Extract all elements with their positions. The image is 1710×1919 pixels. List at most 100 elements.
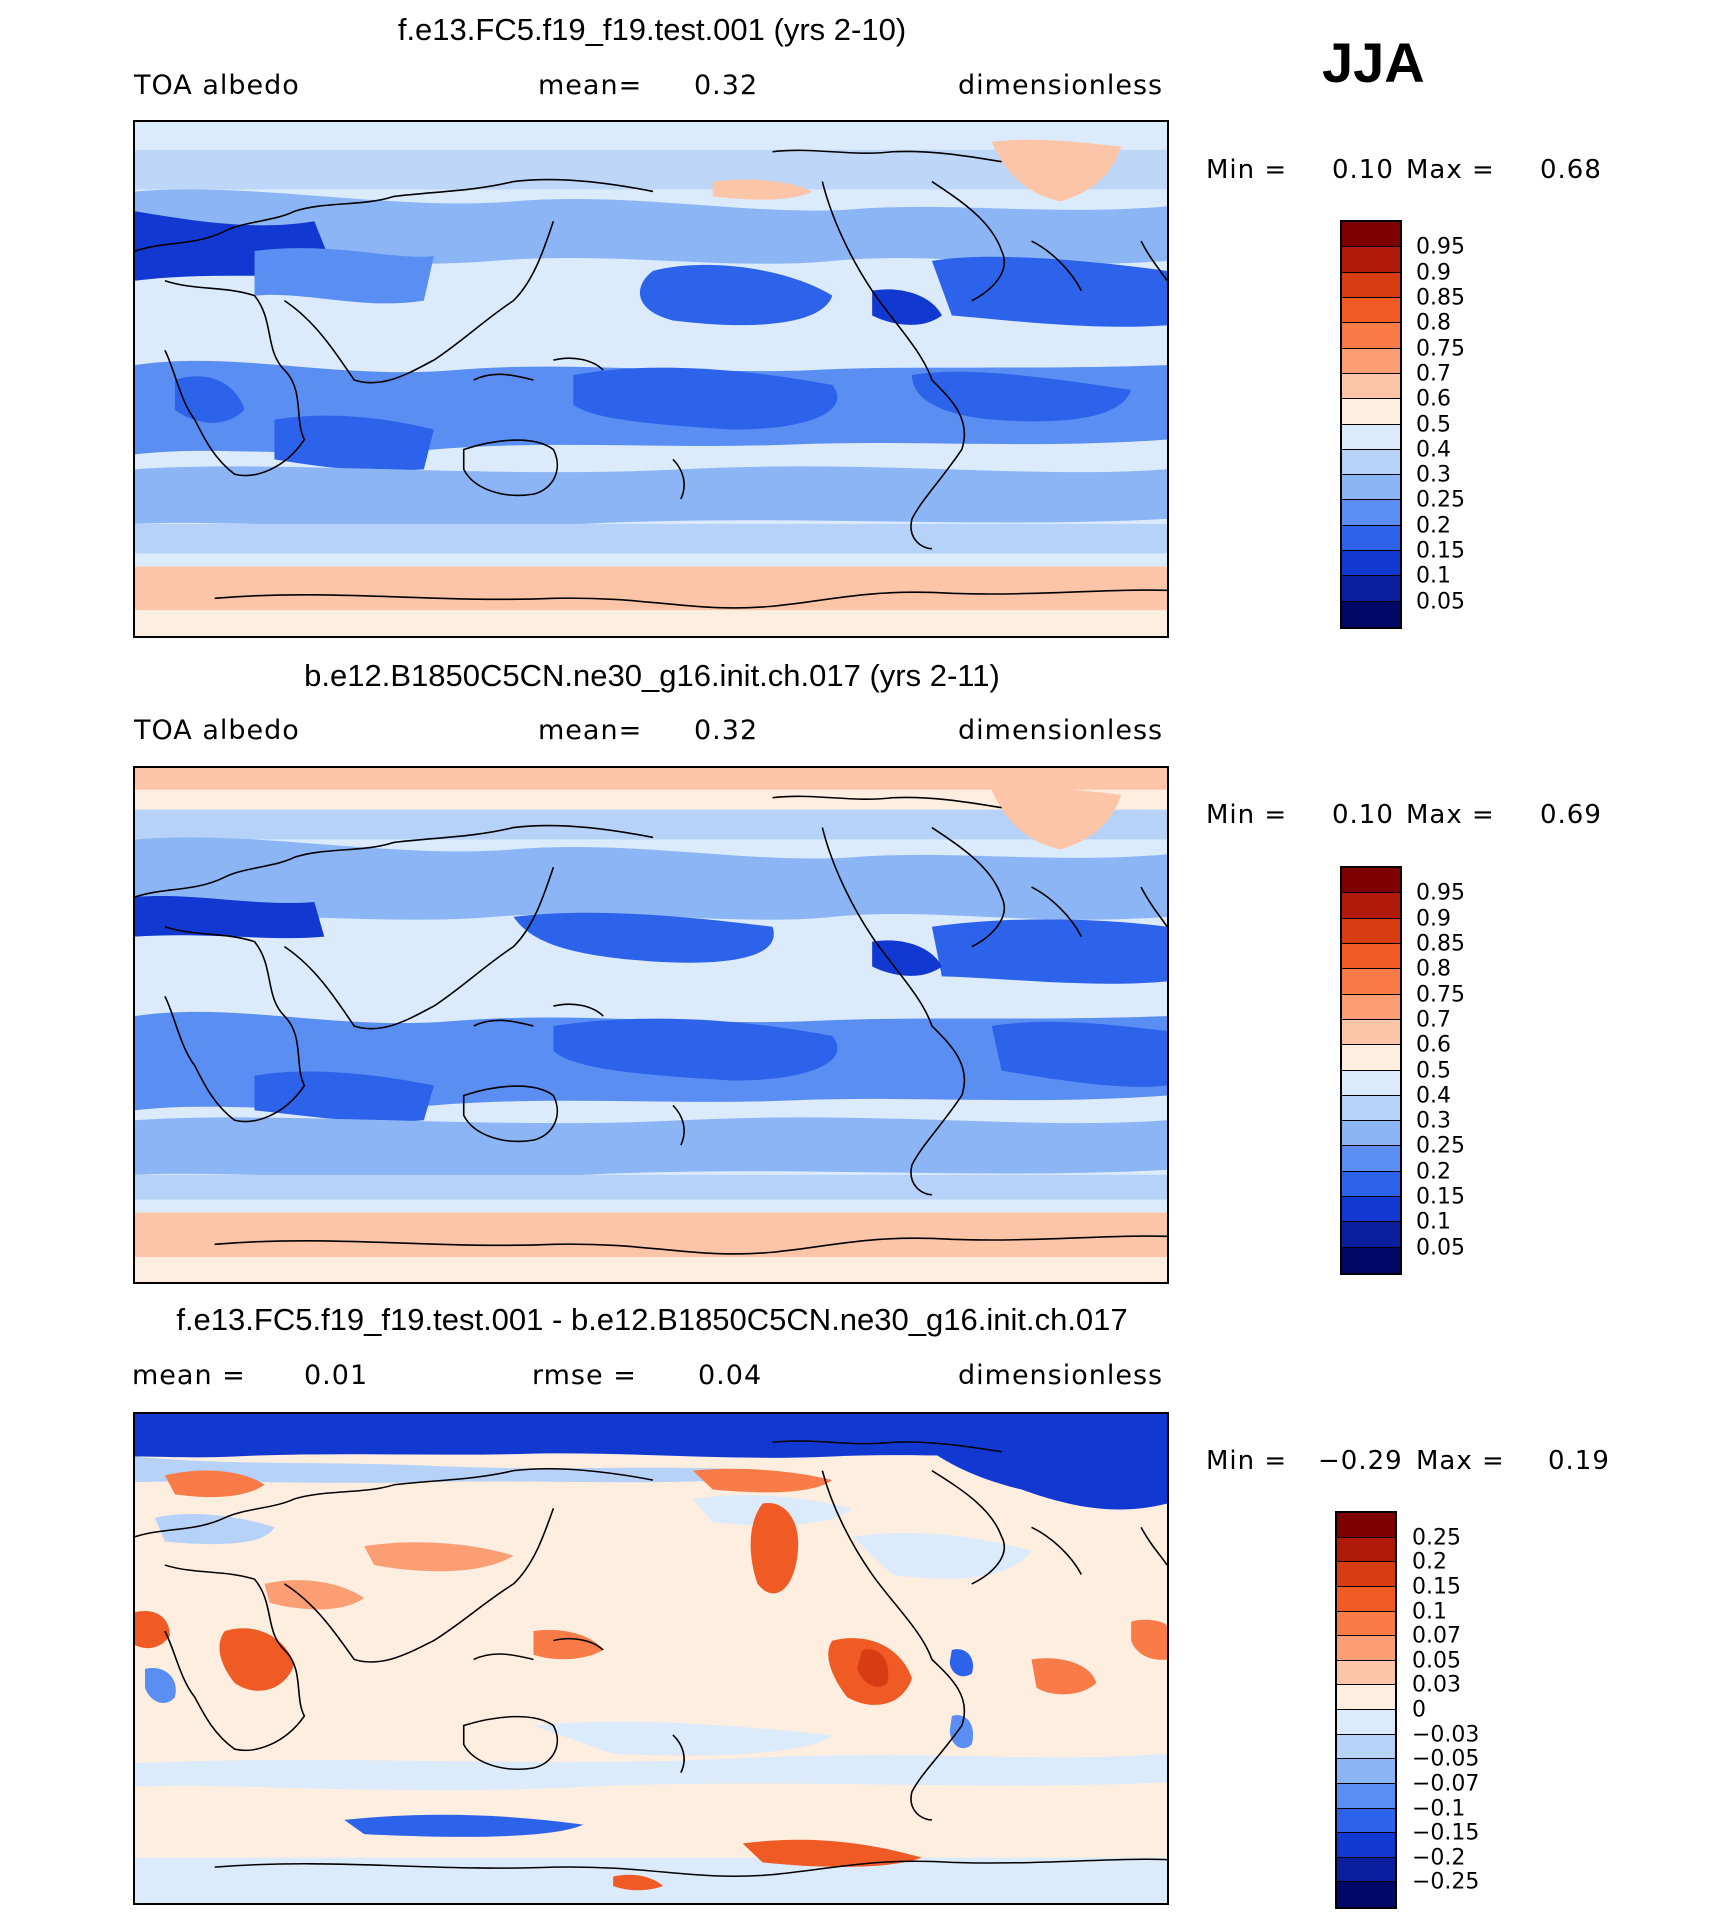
colorbar-segment [1342, 1095, 1400, 1122]
colorbar-segment [1342, 1121, 1400, 1147]
colorbar-tick-label: 0.2 [1412, 1549, 1447, 1575]
panel-3-map [133, 1412, 1169, 1905]
colorbar-segment [1342, 348, 1400, 374]
colorbar-tick-label: 0.3 [1416, 1108, 1451, 1134]
panel-1-max-value: 0.68 [1540, 155, 1602, 185]
panel-2-map [133, 766, 1169, 1284]
colorbar-tick-label: 0.03 [1412, 1672, 1461, 1698]
colorbar-segment [1342, 1045, 1400, 1071]
colorbar-segment [1342, 500, 1400, 526]
colorbar-tick-label: 0.7 [1416, 361, 1451, 387]
panel-1-max-label: Max = [1406, 155, 1495, 185]
colorbar-segment [1342, 1146, 1400, 1172]
panel-3-max-label: Max = [1416, 1446, 1505, 1476]
colorbar-tick-label: 0.4 [1416, 437, 1451, 463]
panel-1-min-label: Min = [1206, 155, 1288, 185]
colorbar-segment [1342, 994, 1400, 1020]
panel-3-min-label: Min = [1206, 1446, 1288, 1476]
panel-2-variable-label: TOA albedo [134, 715, 300, 746]
colorbar-tick-label: −0.2 [1412, 1845, 1466, 1871]
panel-2-min-value: 0.10 [1332, 800, 1394, 830]
colorbar-tick-label: 0.25 [1416, 487, 1465, 513]
panel-1-variable-label: TOA albedo [134, 70, 300, 101]
colorbar-segment [1342, 323, 1400, 349]
colorbar-tick-label: −0.15 [1412, 1820, 1480, 1846]
colorbar-segment [1337, 1783, 1395, 1809]
panel-1-mean-label: mean= [538, 70, 643, 101]
colorbar-tick-label: 0.6 [1416, 1032, 1451, 1058]
colorbar-tick-label: 0.9 [1416, 906, 1451, 932]
colorbar-segment [1342, 1197, 1400, 1223]
colorbar-tick-label: 0.85 [1416, 931, 1465, 957]
colorbar-segment [1342, 373, 1400, 400]
colorbar-segment [1342, 893, 1400, 919]
panel-3-title: f.e13.FC5.f19_f19.test.001 - b.e12.B1850… [176, 1302, 1128, 1337]
panel-3-map-svg [135, 1414, 1167, 1903]
panel-2-max-value: 0.69 [1540, 800, 1602, 830]
colorbar-tick-label: 0.6 [1416, 386, 1451, 412]
colorbar-segment [1337, 1636, 1395, 1661]
colorbar-segment [1342, 943, 1400, 970]
panel-1-colorbar [1340, 220, 1402, 629]
colorbar-segment [1337, 1562, 1395, 1587]
panel-3-units-label: dimensionless [958, 1360, 1164, 1391]
colorbar-tick-label: −0.07 [1412, 1771, 1480, 1797]
panel-3-rmse-value: 0.04 [698, 1360, 763, 1391]
panel-1-map-svg [135, 122, 1167, 636]
colorbar-tick-label: 0.2 [1416, 513, 1451, 539]
colorbar-tick-label: 0.07 [1412, 1623, 1461, 1649]
colorbar-tick-label: 0.4 [1416, 1083, 1451, 1109]
colorbar-segment [1337, 1586, 1395, 1612]
colorbar-segment [1342, 1247, 1400, 1273]
panel-2-mean-label: mean= [538, 715, 643, 746]
colorbar-segment [1342, 399, 1400, 425]
colorbar-segment [1342, 551, 1400, 577]
colorbar-tick-label: 0.05 [1412, 1648, 1461, 1674]
colorbar-tick-label: 0.3 [1416, 462, 1451, 488]
panel-2-title: b.e12.B1850C5CN.ne30_g16.init.ch.017 (yr… [304, 658, 1000, 693]
season-label: JJA [1322, 31, 1425, 94]
colorbar-tick-label: 0.5 [1416, 1058, 1451, 1083]
colorbar-tick-label: 0.25 [1412, 1525, 1461, 1551]
colorbar-tick-label: 0.95 [1416, 880, 1465, 906]
colorbar-segment [1342, 1171, 1400, 1198]
colorbar-tick-label: 0.15 [1416, 538, 1465, 564]
colorbar-segment [1342, 868, 1400, 894]
colorbar-tick-label: −0.25 [1412, 1869, 1480, 1895]
colorbar-tick-label: 0.7 [1416, 1007, 1451, 1033]
colorbar-tick-label: 0.5 [1416, 412, 1451, 437]
colorbar-segment [1342, 247, 1400, 273]
panel-3-rmse-label: rmse = [532, 1360, 637, 1391]
panel-2-max-label: Max = [1406, 800, 1495, 830]
colorbar-tick-label: 0.75 [1416, 982, 1465, 1008]
colorbar-segment [1342, 918, 1400, 944]
colorbar-segment [1342, 222, 1400, 248]
panel-3-mean-label: mean = [132, 1360, 246, 1391]
colorbar-segment [1342, 576, 1400, 602]
colorbar-segment [1342, 1019, 1400, 1046]
panel-3-min-value: −0.29 [1318, 1446, 1403, 1476]
colorbar-tick-label: 0.05 [1416, 589, 1465, 615]
colorbar-segment [1337, 1537, 1395, 1563]
colorbar-segment [1342, 272, 1400, 298]
colorbar-segment [1342, 449, 1400, 476]
colorbar-tick-label: 0.05 [1416, 1235, 1465, 1261]
panel-3-colorbar [1335, 1511, 1397, 1909]
panel-1-min-value: 0.10 [1332, 155, 1394, 185]
panel-2-colorbar [1340, 866, 1402, 1275]
panel-1-map [133, 120, 1169, 638]
colorbar-tick-label: 0.25 [1416, 1133, 1465, 1159]
colorbar-segment [1342, 1222, 1400, 1248]
colorbar-tick-label: −0.05 [1412, 1746, 1480, 1772]
panel-3-mean-value: 0.01 [304, 1360, 369, 1391]
colorbar-segment [1337, 1685, 1395, 1710]
panel-2-units-label: dimensionless [958, 715, 1164, 746]
colorbar-segment [1342, 297, 1400, 324]
colorbar-tick-label: 0.9 [1416, 260, 1451, 286]
colorbar-segment [1337, 1808, 1395, 1834]
colorbar-tick-label: 0.15 [1416, 1184, 1465, 1210]
colorbar-tick-label: 0.85 [1416, 285, 1465, 311]
colorbar-tick-label: 0.75 [1416, 336, 1465, 362]
colorbar-tick-label: 0.8 [1416, 310, 1451, 336]
colorbar-tick-label: 0.8 [1416, 956, 1451, 982]
